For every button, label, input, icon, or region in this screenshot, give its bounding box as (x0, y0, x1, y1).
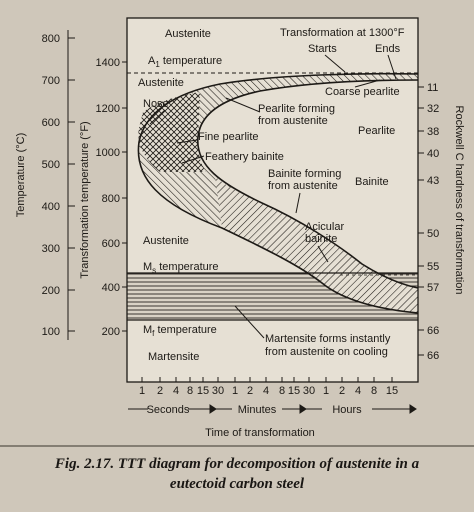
ends-pointer (387, 54, 397, 80)
time-tick-label: 2 (247, 385, 253, 397)
time-tick-label: 8 (187, 385, 193, 397)
time-tick-label: 4 (263, 385, 269, 397)
celsius-tick-group: 800 700 600 500 400 300 200 100 (42, 33, 75, 338)
label-fine-pearlite: Fine pearlite (198, 131, 259, 143)
starts-pointer (324, 54, 346, 73)
label-bainite: Bainite (355, 176, 389, 188)
label-a1-temperature: A1 temperature (148, 55, 222, 69)
fahrenheit-tick-group: 1400 1200 1000 800 600 400 200 (96, 57, 127, 338)
label-transformation-title: Transformation at 1300°F (280, 27, 405, 39)
bainite-forming-pointer (295, 192, 301, 214)
caption-line-2: eutectoid carbon steel (169, 476, 305, 492)
label-pearlite-forming-1: Pearlite forming (258, 103, 335, 115)
feathery-bainite-pointer (181, 155, 205, 164)
rockwell-tick-group: 11 32 38 40 43 50 55 57 66 66 (418, 82, 439, 362)
label-martensite-forms-2: from austenite on cooling (265, 346, 388, 358)
time-tick-label: 2 (157, 385, 163, 397)
fahrenheit-tick-label: 200 (102, 326, 120, 338)
fahrenheit-tick-label: 1000 (96, 147, 120, 159)
bainite-hatch (215, 176, 418, 313)
rockwell-axis-title: Rockwell C hardness of transformation (453, 106, 465, 295)
x-axis-title: Time of transformation (205, 427, 315, 439)
label-martensite-forms-1: Martensite forms instantly (265, 333, 391, 345)
label-pearlite-forming-2: from austenite (258, 115, 328, 127)
celsius-tick-label: 400 (42, 201, 60, 213)
label-austenite-mid: Austenite (143, 235, 189, 247)
rockwell-tick-label: 50 (427, 228, 439, 240)
label-nose: Nose (143, 98, 169, 110)
rockwell-tick-label: 66 (427, 325, 439, 337)
rockwell-tick-label: 32 (427, 103, 439, 115)
caption-line-1: Fig. 2.17. TTT diagram for decomposition… (54, 456, 420, 472)
time-tick-label: 30 (212, 385, 224, 397)
fahrenheit-tick-label: 600 (102, 238, 120, 250)
time-tick-label: 15 (386, 385, 398, 397)
fahrenheit-axis-title: Transformation temperature (°F) (79, 121, 91, 278)
fahrenheit-tick-label: 1200 (96, 103, 120, 115)
time-group-brackets (128, 404, 417, 414)
time-tick-label: 1 (232, 385, 238, 397)
rockwell-tick-label: 43 (427, 175, 439, 187)
label-martensite: Martensite (148, 351, 199, 363)
time-tick-label: 2 (339, 385, 345, 397)
pearlite-forming-pointer (225, 97, 261, 113)
label-austenite-a1: Austenite (138, 77, 184, 89)
rockwell-tick-label: 11 (427, 82, 438, 94)
celsius-tick-label: 200 (42, 285, 60, 297)
label-acicular-2: bainite (305, 233, 337, 245)
label-feathery-bainite: Feathery bainite (205, 151, 284, 163)
end-curve (197, 79, 419, 289)
rockwell-tick-label: 66 (427, 350, 439, 362)
plot-frame (126, 17, 419, 383)
label-austenite-top: Austenite (165, 28, 211, 40)
start-curve (137, 72, 419, 314)
celsius-tick-label: 800 (42, 33, 60, 45)
fahrenheit-tick-label: 1400 (96, 57, 120, 69)
rockwell-tick-label: 55 (427, 261, 439, 273)
label-bainite-forming-1: Bainite forming (268, 168, 341, 180)
label-bainite-forming-2: from austenite (268, 180, 338, 192)
celsius-tick-label: 600 (42, 117, 60, 129)
rockwell-tick-label: 57 (427, 282, 439, 294)
time-tick-label: 15 (288, 385, 300, 397)
time-tick-label: 8 (279, 385, 285, 397)
fine-pearlite-pointer (176, 139, 198, 144)
time-tick-label: 8 (371, 385, 377, 397)
celsius-tick-label: 100 (42, 326, 60, 338)
time-group-seconds: Seconds (147, 404, 190, 416)
coarse-pearlite-pointer (354, 79, 381, 88)
label-mf-temperature: Mf temperature (143, 324, 217, 338)
celsius-tick-label: 300 (42, 243, 60, 255)
fahrenheit-tick-label: 400 (102, 282, 120, 294)
time-tick-group: 1 2 4 8 15 30 1 2 4 8 15 30 1 2 4 8 15 (139, 377, 398, 397)
time-tick-label: 4 (355, 385, 361, 397)
label-ends: Ends (375, 43, 401, 55)
label-starts: Starts (308, 43, 337, 55)
time-tick-label: 30 (303, 385, 315, 397)
celsius-tick-label: 500 (42, 159, 60, 171)
time-group-minutes: Minutes (238, 404, 277, 416)
time-tick-label: 15 (197, 385, 209, 397)
fahrenheit-tick-label: 800 (102, 193, 120, 205)
rockwell-tick-label: 38 (427, 126, 439, 138)
nose-pointer (149, 109, 166, 125)
celsius-tick-label: 700 (42, 75, 60, 87)
time-group-hours: Hours (332, 404, 362, 416)
label-coarse-pearlite: Coarse pearlite (325, 86, 400, 98)
rockwell-tick-label: 40 (427, 148, 439, 160)
time-tick-label: 4 (173, 385, 179, 397)
time-tick-label: 1 (323, 385, 329, 397)
martensite-forms-pointer (234, 305, 265, 339)
celsius-axis-title: Temperature (°C) (15, 133, 27, 217)
label-pearlite: Pearlite (358, 125, 395, 137)
acicular-pointer (317, 245, 329, 263)
time-tick-label: 1 (139, 385, 145, 397)
label-ms-temperature: Ms temperature (143, 261, 219, 275)
label-acicular-1: Acicular (305, 221, 344, 233)
